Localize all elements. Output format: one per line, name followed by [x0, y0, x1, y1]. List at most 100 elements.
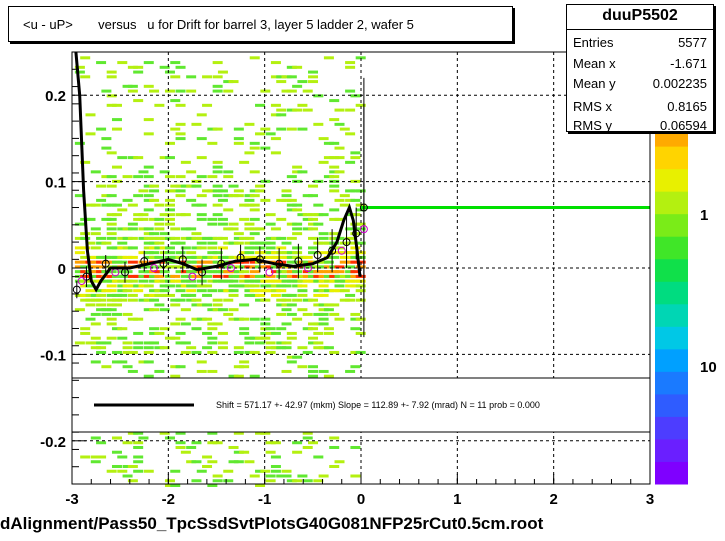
- scatter-cell: [202, 293, 213, 297]
- scatter-cell: [170, 279, 181, 283]
- scatter-cell: [334, 146, 345, 150]
- scatter-cell: [239, 365, 250, 369]
- scatter-cell: [207, 251, 218, 255]
- scatter-cell: [323, 289, 334, 293]
- scatter-cell: [207, 217, 218, 221]
- scatter-cell: [117, 246, 128, 250]
- scatter-cell: [265, 284, 276, 288]
- scatter-cell: [228, 274, 239, 278]
- histogram-title-box: <u - uP> versus u for Drift for barrel 3…: [8, 6, 513, 42]
- scatter-cell: [308, 369, 319, 373]
- scatter-cell: [244, 222, 255, 226]
- scatter-cell: [223, 227, 234, 231]
- scatter-cell: [106, 151, 117, 155]
- scatter-cell: [276, 236, 287, 240]
- x-tick-label: 0: [357, 491, 365, 508]
- scatter-cell: [249, 374, 260, 378]
- scatter-cell: [281, 279, 292, 283]
- scatter-cell: [265, 341, 276, 345]
- scatter-cell: [350, 284, 361, 288]
- scatter-cell: [212, 203, 223, 207]
- scatter-cell: [154, 217, 165, 221]
- scatter-cell: [286, 336, 297, 340]
- scatter-cell: [223, 208, 234, 212]
- scatter-cell: [207, 289, 218, 293]
- scatter-cell: [133, 217, 144, 221]
- scatter-cell: [255, 298, 266, 302]
- scatter-cell: [233, 374, 244, 378]
- stats-box: duuP5502 Entries 5577 Mean x -1.671 Mean…: [566, 4, 714, 133]
- palette-swatch: [655, 168, 688, 192]
- scatter-cell: [270, 137, 281, 141]
- scatter-cell: [143, 194, 154, 198]
- scatter-cell: [159, 346, 170, 350]
- scatter-cell: [133, 70, 144, 74]
- scatter-cell: [308, 441, 319, 445]
- scatter-cell: [308, 75, 319, 79]
- scatter-cell: [202, 75, 213, 79]
- scatter-cell: [191, 274, 202, 278]
- scatter-cell: [96, 289, 107, 293]
- scatter-cell: [350, 151, 361, 155]
- x-tick-label: -2: [162, 491, 175, 508]
- scatter-cell: [265, 474, 276, 478]
- x-tick-label: 3: [646, 491, 654, 508]
- scatter-cell: [207, 341, 218, 345]
- scatter-cell: [159, 308, 170, 312]
- scatter-cell: [276, 246, 287, 250]
- scatter-cell: [244, 246, 255, 250]
- scatter-cell: [255, 431, 266, 435]
- scatter-cell: [111, 274, 122, 278]
- scatter-cell: [202, 255, 213, 259]
- scatter-cell: [223, 175, 234, 179]
- scatter-cell: [96, 441, 107, 445]
- scatter-cell: [239, 260, 250, 264]
- scatter-cell: [217, 246, 228, 250]
- scatter-cell: [154, 289, 165, 293]
- scatter-cell: [164, 203, 175, 207]
- scatter-cell: [249, 141, 260, 145]
- scatter-cell: [223, 170, 234, 174]
- scatter-cell: [138, 227, 149, 231]
- scatter-cell: [345, 227, 356, 231]
- scatter-cell: [196, 289, 207, 293]
- scatter-cell: [175, 279, 186, 283]
- scatter-cell: [233, 141, 244, 145]
- scatter-cell: [223, 289, 234, 293]
- y-tick-label: 0.1: [45, 175, 66, 192]
- scatter-cell: [260, 127, 271, 131]
- scatter-cell: [122, 312, 133, 316]
- scatter-cell: [286, 303, 297, 307]
- scatter-cell: [276, 284, 287, 288]
- scatter-cell: [85, 217, 96, 221]
- scatter-cell: [122, 365, 133, 369]
- scatter-cell: [80, 284, 91, 288]
- scatter-cell: [154, 346, 165, 350]
- scatter-cell: [339, 241, 350, 245]
- scatter-cell: [127, 279, 138, 283]
- scatter-cell: [196, 360, 207, 364]
- scatter-cell: [244, 241, 255, 245]
- scatter-cell: [329, 170, 340, 174]
- scatter-cell: [318, 308, 329, 312]
- scatter-cell: [265, 289, 276, 293]
- scatter-cell: [202, 284, 213, 288]
- scatter-cell: [239, 251, 250, 255]
- scatter-cell: [138, 260, 149, 264]
- scatter-cell: [143, 374, 154, 378]
- scatter-cell: [159, 236, 170, 240]
- scatter-cell: [244, 122, 255, 126]
- scatter-cell: [212, 279, 223, 283]
- scatter-cell: [191, 255, 202, 259]
- scatter-cell: [111, 436, 122, 440]
- scatter-cell: [207, 127, 218, 131]
- scatter-cell: [122, 274, 133, 278]
- scatter-cell: [74, 70, 85, 74]
- scatter-cell: [154, 331, 165, 335]
- scatter-cell: [281, 189, 292, 193]
- scatter-cell: [255, 469, 266, 473]
- scatter-cell: [196, 303, 207, 307]
- scatter-cell: [80, 255, 91, 259]
- scatter-cell: [350, 255, 361, 259]
